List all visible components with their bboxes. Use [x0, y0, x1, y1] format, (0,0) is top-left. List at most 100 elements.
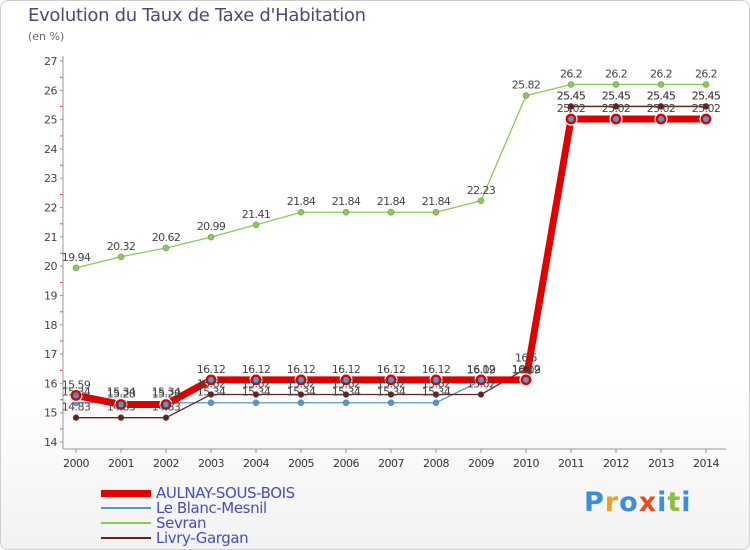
data-label: 16.12 — [287, 363, 316, 376]
data-label: 14.83 — [62, 401, 91, 414]
data-point — [567, 103, 575, 110]
data-point-aulnay-center — [208, 376, 214, 383]
proxiti-logo: Proxiti — [584, 487, 692, 518]
series-line-0 — [75, 115, 706, 408]
legend-swatch — [101, 507, 151, 509]
y-tick-label: 20 — [44, 260, 57, 273]
data-label: 16.09 — [467, 364, 496, 377]
y-tick-label: 25 — [44, 114, 57, 127]
data-point — [612, 81, 620, 88]
data-label: 15.62 — [422, 378, 451, 391]
x-tick-label: 2014 — [693, 457, 719, 470]
data-label: 15.59 — [62, 378, 91, 391]
x-tick-label: 2011 — [558, 457, 584, 470]
data-label: 14.83 — [152, 401, 181, 414]
data-point — [657, 81, 665, 88]
data-point-aulnay-center — [523, 376, 529, 383]
data-point — [522, 365, 530, 372]
data-point — [72, 414, 80, 421]
y-tick-label: 22 — [44, 202, 57, 215]
data-point — [702, 103, 710, 110]
y-tick-label: 14 — [44, 436, 57, 449]
line-chart: 14 15 16 17 18 19 20 21 22 23 24 25 26 27 2000 2001 2002… — [44, 55, 726, 470]
data-label: 21.84 — [377, 195, 406, 208]
data-label: 15.62 — [287, 378, 316, 391]
data-point-aulnay-center — [478, 376, 484, 383]
legend-label: AULNAY-SOUS-BOIS — [156, 484, 295, 502]
data-label: 26.2 — [695, 67, 717, 80]
data-point — [657, 103, 665, 110]
data-label: 16.12 — [422, 363, 451, 376]
data-label: 25.45 — [692, 89, 721, 102]
data-label: 25.45 — [557, 89, 586, 102]
data-point — [252, 391, 260, 398]
y-tick-label: 16 — [44, 377, 57, 390]
x-tick-label: 2007 — [378, 457, 404, 470]
x-tick-label: 2008 — [423, 457, 449, 470]
data-point — [387, 399, 395, 406]
data-label: 15.28 — [152, 387, 181, 400]
chart-subtitle: (en %) — [28, 30, 65, 43]
y-tick-label: 24 — [44, 143, 57, 156]
data-label: 15.34 — [332, 386, 361, 399]
data-label: 15.34 — [422, 386, 451, 399]
data-label: 15.34 — [62, 386, 91, 399]
legend-swatch — [101, 489, 151, 497]
data-label: 16.12 — [467, 363, 496, 376]
data-label: 15.34 — [152, 386, 181, 399]
data-point-aulnay-center — [433, 376, 439, 383]
data-point-aulnay-center — [613, 116, 619, 123]
x-tick-label: 2005 — [288, 457, 314, 470]
data-point-aulnay-center — [118, 401, 124, 408]
data-label: 25.02 — [602, 102, 631, 115]
data-label: 15.34 — [242, 386, 271, 399]
data-point — [72, 264, 80, 272]
data-label: 19.94 — [62, 251, 91, 264]
data-label: 16.09 — [512, 364, 541, 377]
data-point-aulnay-center — [253, 376, 259, 383]
data-point — [207, 391, 215, 398]
data-point — [252, 399, 260, 406]
data-label: 16.12 — [512, 363, 541, 376]
data-label: 26.2 — [605, 67, 627, 80]
legend-label: Sevran — [156, 514, 207, 532]
data-point — [162, 414, 170, 421]
x-tick-label: 2010 — [513, 457, 539, 470]
data-label: 25.45 — [647, 89, 676, 102]
y-tick-label: 19 — [44, 289, 57, 302]
x-tick-label: 2006 — [333, 457, 359, 470]
data-point — [297, 399, 305, 406]
x-tick-label: 2013 — [648, 457, 674, 470]
data-point-aulnay-center — [343, 376, 349, 383]
legend-swatch — [101, 522, 151, 524]
data-point-aulnay-center — [388, 376, 394, 383]
data-point — [522, 92, 530, 99]
data-label: 16.5 — [515, 352, 538, 365]
x-tick-label: 2000 — [63, 457, 89, 470]
data-point — [207, 399, 215, 406]
data-label: 20.32 — [107, 240, 136, 253]
data-label: 21.84 — [422, 195, 451, 208]
y-tick-label: 23 — [44, 172, 57, 185]
data-label: 26.2 — [560, 67, 582, 80]
data-point — [387, 209, 395, 216]
data-point — [567, 81, 575, 88]
data-point — [342, 391, 350, 398]
data-label: 15.34 — [287, 386, 316, 399]
data-point — [297, 391, 305, 398]
data-label: 15.62 — [332, 378, 361, 391]
data-point — [342, 209, 350, 216]
chart-title: Evolution du Taux de Taxe d'Habitation — [28, 5, 366, 26]
data-point — [342, 399, 350, 406]
data-label: 16.12 — [242, 363, 271, 376]
data-point-aulnay-center — [568, 116, 574, 123]
data-label: 15.62 — [467, 378, 496, 391]
data-point — [162, 244, 170, 252]
y-tick-label: 26 — [44, 84, 57, 97]
y-tick-label: 15 — [44, 407, 57, 420]
series-line-1 — [76, 105, 706, 404]
data-label: 15.62 — [242, 378, 271, 391]
data-point — [477, 391, 485, 398]
data-point — [432, 399, 440, 406]
